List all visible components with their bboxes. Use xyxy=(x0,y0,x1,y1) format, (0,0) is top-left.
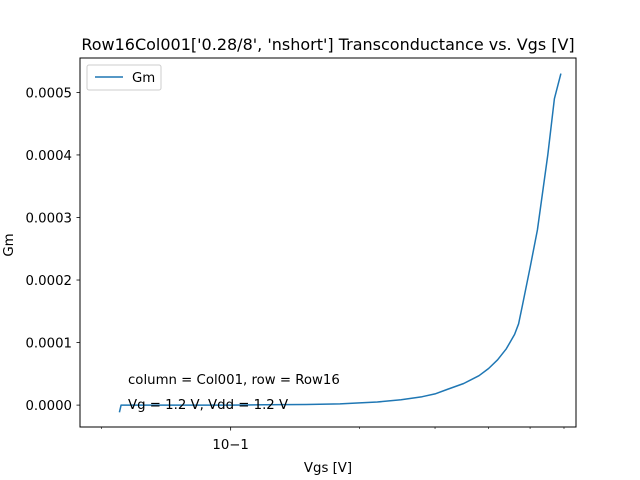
legend: Gm xyxy=(86,64,162,91)
plot-area xyxy=(118,73,562,413)
x-axis-label: Vgs [V] xyxy=(304,461,352,476)
annotation-column-row: column = Col001, row = Row16 xyxy=(128,373,340,388)
legend-box xyxy=(86,64,162,91)
axes-frame xyxy=(79,57,577,428)
legend-label-gm: Gm xyxy=(132,71,155,86)
series-line-gm xyxy=(118,73,562,413)
y-tick-label: 0.0001 xyxy=(25,337,72,352)
y-tick-label: 0.0005 xyxy=(25,86,72,101)
y-tick-label: 0.0002 xyxy=(25,274,72,289)
x-tick-label: 10−1 xyxy=(212,438,249,453)
y-tick-label: 0.0000 xyxy=(25,399,72,414)
y-tick-label: 0.0003 xyxy=(25,211,72,226)
annotation-voltages: Vg = 1.2 V, Vdd = 1.2 V xyxy=(128,398,288,413)
y-tick-label: 0.0004 xyxy=(25,149,72,164)
y-axis-label: Gm xyxy=(2,233,17,256)
chart-title: Row16Col001['0.28/8', 'nshort'] Transcon… xyxy=(81,35,574,54)
